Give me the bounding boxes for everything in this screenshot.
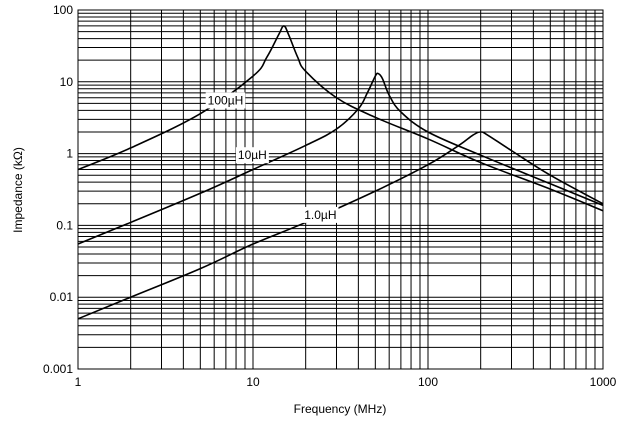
- y-tick-label: 0.01: [50, 290, 74, 304]
- series-line: [77, 72, 604, 245]
- series-label-background: [235, 147, 269, 164]
- series-label: 1.0µH: [304, 208, 336, 222]
- x-tick-label: 10: [246, 375, 260, 389]
- series-line: [77, 25, 604, 212]
- y-tick-label: 0.1: [56, 218, 73, 232]
- y-tick-label: 0.001: [43, 362, 73, 376]
- series-label-background: [205, 92, 246, 109]
- series-label-background: [302, 206, 339, 223]
- series-label: 10µH: [238, 148, 267, 162]
- x-tick-label: 1: [75, 375, 82, 389]
- plot-frame: [77, 9, 604, 370]
- y-tick-label: 1: [66, 147, 73, 161]
- y-axis-title: Impedance (kΩ): [11, 147, 25, 233]
- x-tick-label: 1000: [590, 375, 617, 389]
- curves: [77, 25, 604, 320]
- x-tick-label: 100: [418, 375, 438, 389]
- series-label: 100µH: [208, 93, 244, 107]
- series-labels: 100µH 10µH 1.0µH: [205, 92, 339, 223]
- grid: [77, 10, 603, 370]
- y-tick-label: 100: [53, 3, 73, 17]
- y-tick-label: 10: [60, 75, 74, 89]
- x-axis-title: Frequency (MHz): [294, 402, 387, 416]
- tick-labels: 1 10 100 1000 0.001 0.01 0.1 1 10 100: [43, 3, 617, 389]
- series-line: [77, 131, 604, 320]
